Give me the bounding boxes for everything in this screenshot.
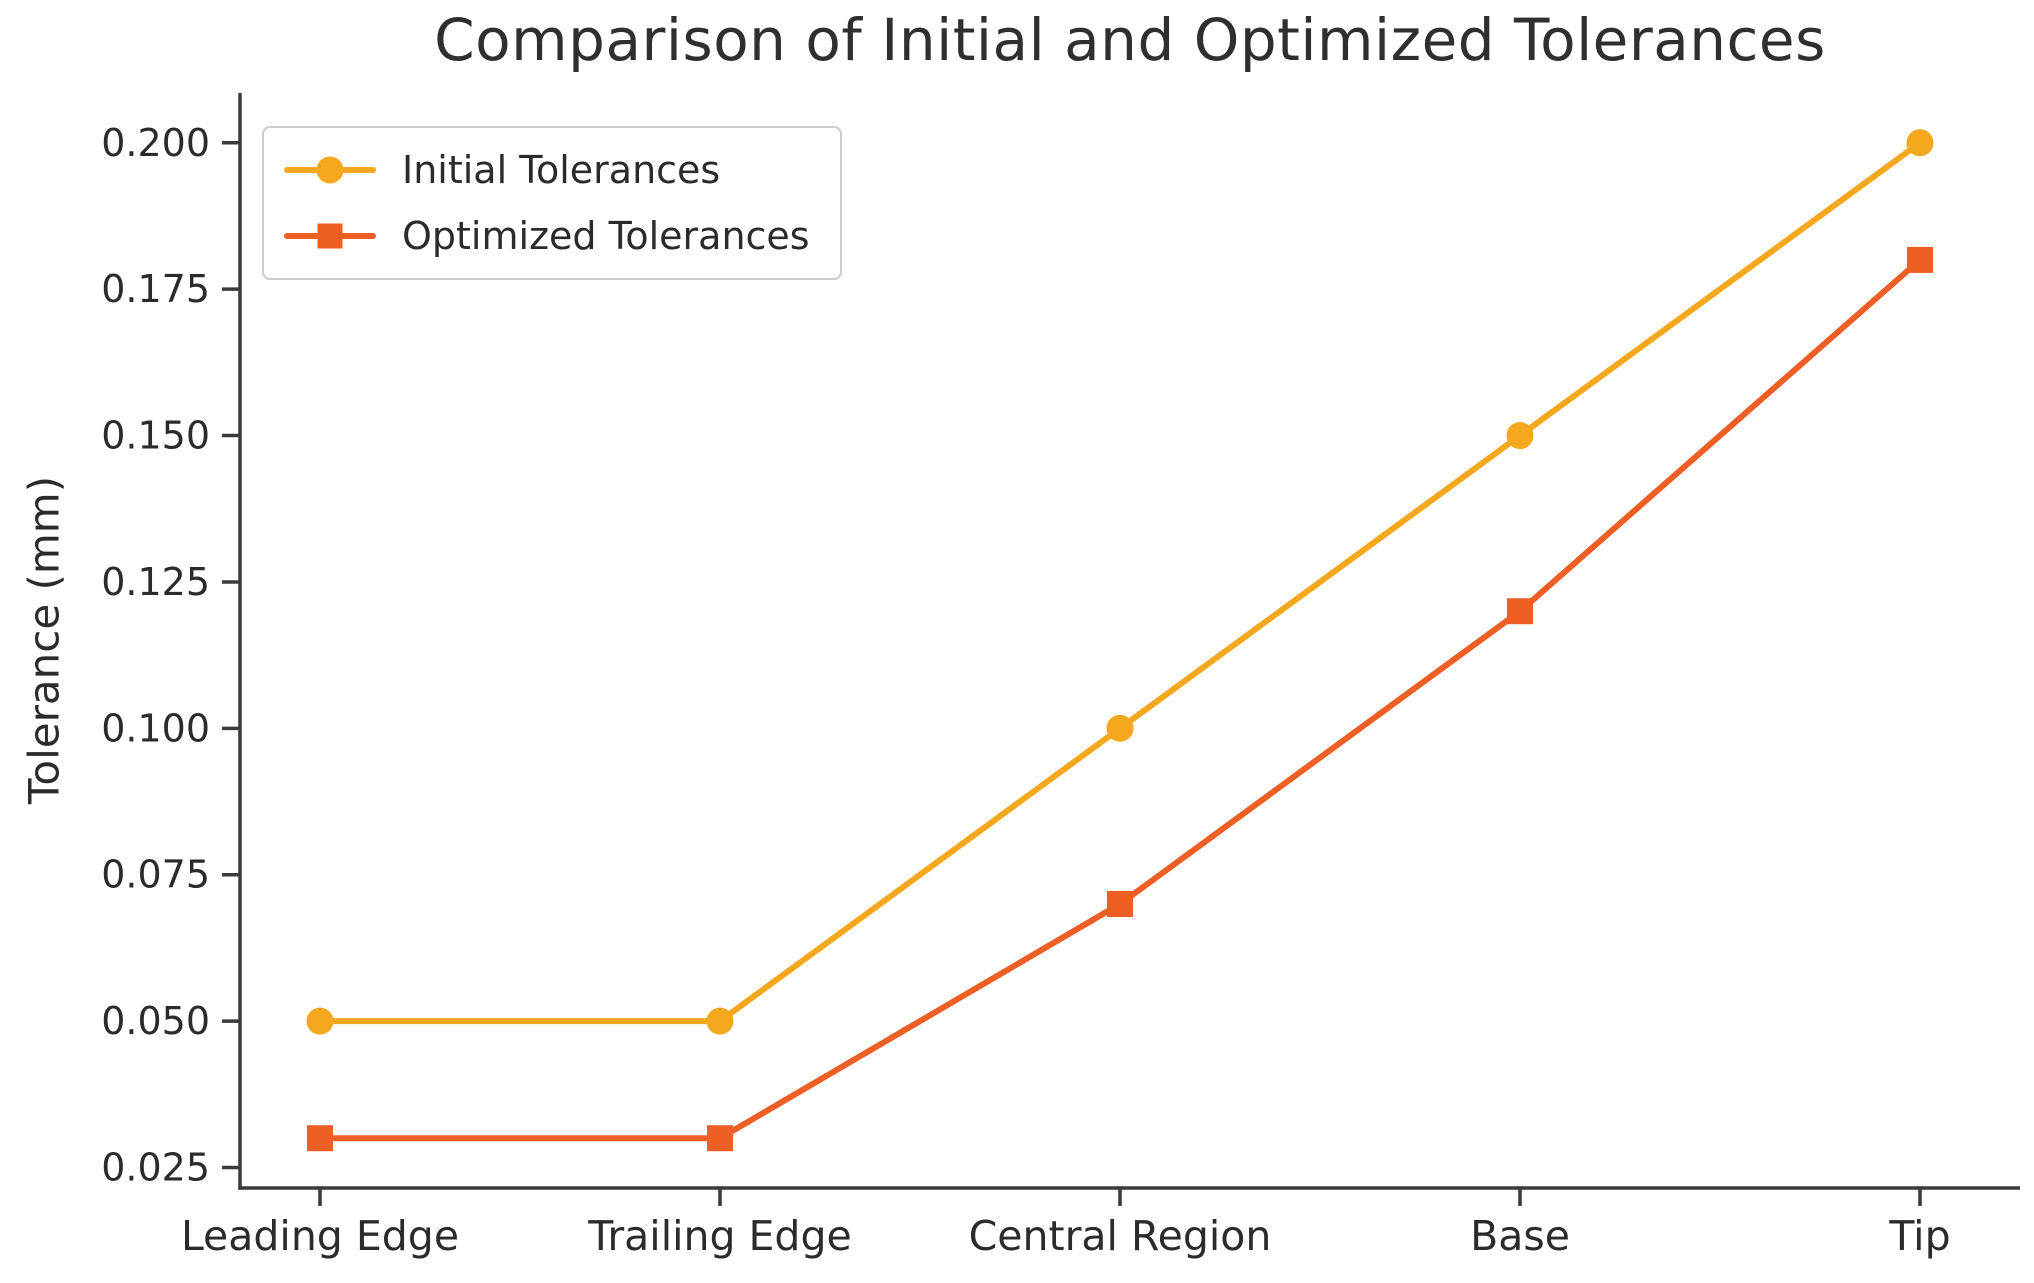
optimized-tolerances-point	[307, 1125, 333, 1152]
y-tick-label: 0.100	[101, 706, 210, 750]
legend-label-optimized-tolerances: Optimized Tolerances	[402, 214, 810, 258]
x-tick-label: Base	[1470, 1212, 1570, 1260]
legend-item-initial-tolerances: Initial Tolerances	[284, 142, 810, 198]
initial-tolerances-point	[706, 1007, 734, 1035]
initial-tolerances-point	[306, 1007, 334, 1035]
y-tick-label: 0.150	[101, 414, 210, 458]
y-tick-label: 0.050	[101, 999, 210, 1043]
x-tick-label: Tip	[1888, 1212, 1950, 1260]
legend: Initial Tolerances Optimized Tolerances	[262, 126, 842, 280]
optimized-tolerances-point	[707, 1125, 733, 1152]
initial-tolerances-series	[306, 129, 1934, 1035]
x-tick-label: Central Region	[969, 1212, 1272, 1260]
y-tick-label: 0.125	[101, 560, 210, 604]
optimized-tolerances-point	[1507, 598, 1533, 625]
optimized-tolerances-series	[307, 246, 1933, 1152]
y-tick-label: 0.075	[101, 853, 210, 897]
optimized-tolerances-point	[1107, 891, 1133, 918]
initial-tolerances-point	[1106, 714, 1134, 742]
optimized-tolerances-line	[317, 256, 1923, 1142]
optimized-tolerances-line-marker-icon	[284, 221, 376, 251]
x-tick-label: Leading Edge	[181, 1212, 459, 1260]
legend-label-initial-tolerances: Initial Tolerances	[402, 148, 721, 192]
y-tick-label: 0.200	[101, 121, 210, 165]
optimized-tolerances-point	[1907, 246, 1933, 273]
y-tick-label: 0.025	[101, 1146, 210, 1190]
initial-tolerances-point	[1906, 129, 1934, 157]
axes: 0.025 0.050 0.075 0.100 0.125 0.150 0.175 0.200…	[101, 93, 2020, 1260]
x-tick-label: Trailing Edge	[587, 1212, 851, 1260]
legend-item-optimized-tolerances: Optimized Tolerances	[284, 208, 810, 264]
initial-tolerances-line-marker-icon	[284, 155, 376, 185]
y-tick-label: 0.175	[101, 267, 210, 311]
initial-tolerances-point	[1506, 422, 1534, 450]
chart-title: Comparison of Initial and Optimized Tole…	[434, 6, 1826, 74]
